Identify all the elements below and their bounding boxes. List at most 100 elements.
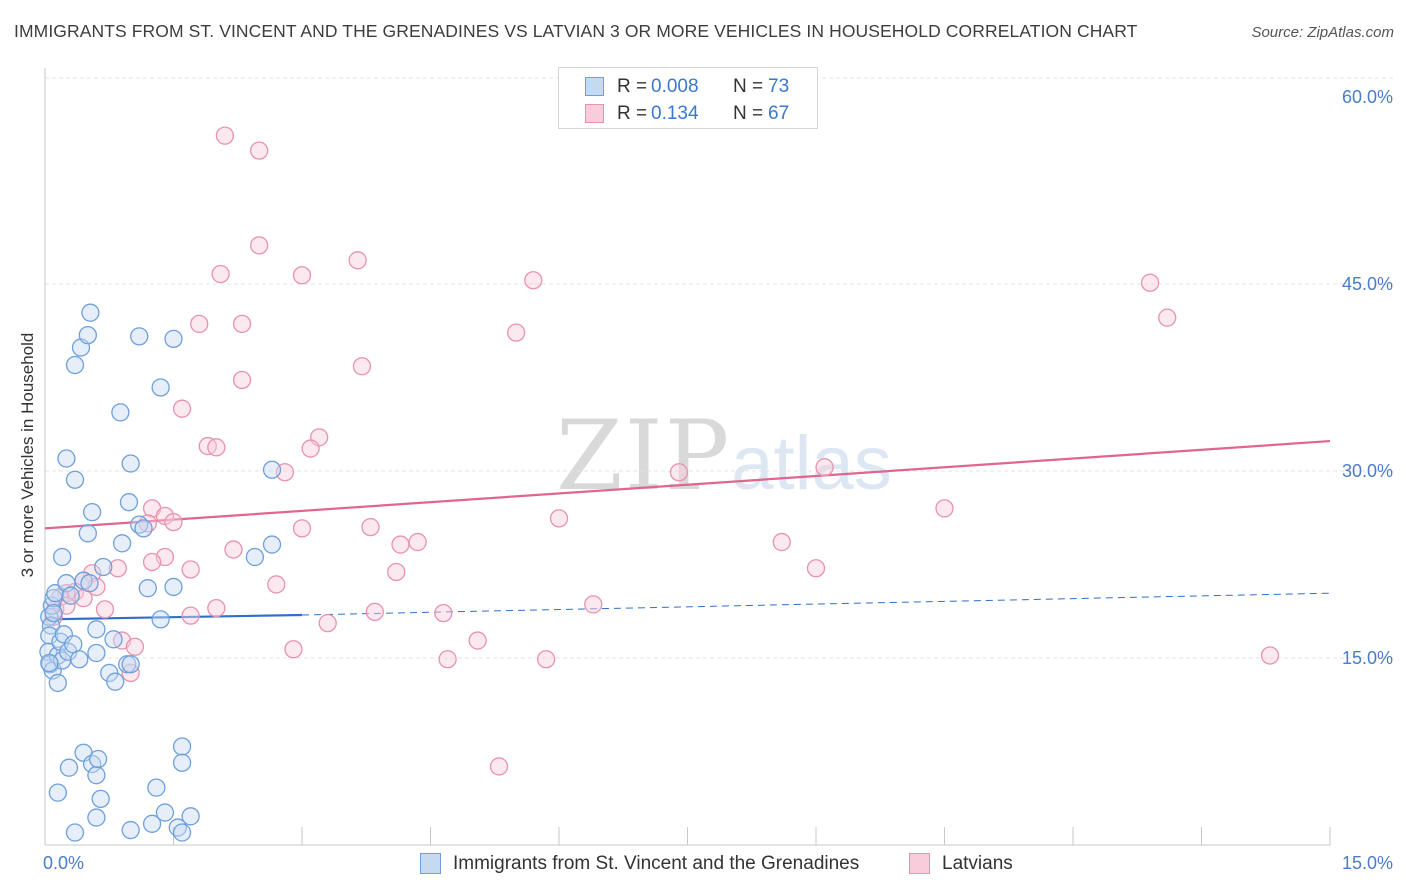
legend-label-immigrants: Immigrants from St. Vincent and the Gren… (453, 853, 860, 874)
legend-n-value: 67 (768, 103, 790, 124)
point-latvians (190, 314, 209, 334)
y-tick-label: 60.0% (1342, 87, 1393, 107)
point-latvians (207, 438, 226, 457)
point-immigrants (151, 378, 170, 397)
y-tick-label: 15.0% (1342, 648, 1393, 668)
point-immigrants (106, 672, 125, 691)
legend-swatch-blue (420, 853, 441, 874)
point-immigrants (57, 449, 76, 468)
point-immigrants (91, 789, 110, 809)
point-latvians (365, 602, 384, 622)
point-latvians (348, 251, 367, 270)
point-latvians (1158, 308, 1177, 327)
point-latvians (224, 540, 243, 559)
point-immigrants (80, 574, 99, 593)
point-immigrants (88, 749, 108, 769)
point-latvians (215, 126, 235, 145)
y-tick-label: 45.0% (1342, 274, 1393, 294)
axes (44, 68, 1331, 846)
point-immigrants (121, 454, 140, 473)
point-latvians (584, 595, 603, 614)
point-latvians (507, 323, 526, 342)
point-latvians (292, 266, 312, 285)
point-immigrants (70, 650, 89, 669)
point-immigrants (82, 754, 102, 774)
legend-r-value: 0.134 (651, 103, 699, 124)
tick-labels: 15.0% 30.0% 45.0% 60.0% 0.0% 15.0% (43, 87, 1393, 873)
point-immigrants (59, 758, 79, 777)
point-immigrants (121, 820, 140, 840)
point-immigrants (138, 579, 157, 598)
point-latvians (250, 236, 269, 255)
point-immigrants (94, 557, 113, 577)
point-immigrants (104, 630, 123, 649)
x-tick-label: 0.0% (43, 853, 84, 873)
point-latvians (207, 598, 226, 618)
point-latvians (489, 757, 509, 776)
point-latvians (95, 600, 115, 619)
point-immigrants (87, 620, 106, 639)
point-latvians (181, 606, 200, 625)
point-latvians (108, 559, 127, 578)
point-immigrants (78, 325, 97, 345)
legend-swatch-pink (585, 104, 604, 123)
trend-line-immigrants (44, 613, 303, 621)
point-latvians (267, 575, 286, 594)
point-latvians (524, 271, 543, 290)
point-immigrants (44, 603, 63, 623)
point-immigrants (147, 778, 166, 797)
legend-r-value: 0.008 (651, 76, 699, 97)
trend-line-latvians (44, 439, 1331, 530)
point-immigrants (142, 814, 162, 833)
point-immigrants (172, 753, 192, 772)
legend-swatch-pink (909, 853, 930, 874)
point-immigrants (151, 610, 170, 629)
point-immigrants (130, 327, 149, 346)
legend-r-label: R = (617, 76, 648, 97)
trend-lines (44, 439, 1331, 621)
point-latvians (318, 613, 337, 633)
point-latvians (549, 509, 569, 528)
point-latvians (387, 562, 406, 582)
point-immigrants (61, 586, 80, 605)
point-latvians (391, 535, 410, 554)
point-immigrants (155, 803, 175, 822)
point-latvians (361, 517, 380, 537)
source-label: Source: ZipAtlas.com (1251, 24, 1394, 41)
point-immigrants (65, 470, 85, 489)
point-immigrants (87, 766, 106, 785)
point-immigrants (78, 524, 97, 543)
trend-line-immigrants-extrapolated (301, 592, 1331, 616)
y-axis-label: 3 or more Vehicles in Household (18, 332, 37, 578)
point-latvians (352, 357, 372, 376)
point-latvians (1140, 273, 1160, 292)
point-latvians (284, 640, 303, 659)
point-immigrants (245, 547, 265, 567)
point-latvians (172, 399, 192, 418)
chart-title: IMMIGRANTS FROM ST. VINCENT AND THE GREN… (14, 21, 1138, 41)
point-latvians (468, 631, 487, 650)
point-immigrants (134, 519, 153, 538)
point-immigrants (262, 535, 282, 554)
legend-label-latvians: Latvians (942, 853, 1013, 874)
point-latvians (211, 264, 230, 284)
point-latvians (232, 370, 252, 390)
point-immigrants (111, 403, 130, 422)
point-immigrants (164, 577, 183, 597)
correlation-legend: R = 0.008 N = 73 R = 0.134 N = 67 (558, 67, 818, 129)
point-immigrants (112, 534, 132, 553)
point-immigrants (262, 460, 282, 479)
point-latvians (125, 637, 145, 656)
point-immigrants (172, 823, 192, 842)
point-latvians (408, 532, 427, 552)
point-immigrants (181, 807, 200, 826)
point-latvians (142, 552, 162, 572)
y-tick-label: 30.0% (1342, 461, 1393, 481)
point-latvians (181, 560, 200, 579)
series-legend: Immigrants from St. Vincent and the Gren… (0, 850, 1406, 878)
point-latvians (815, 458, 834, 477)
point-immigrants (119, 493, 139, 512)
legend-n-value: 73 (768, 76, 790, 97)
point-latvians (806, 559, 826, 578)
point-immigrants (40, 653, 59, 673)
